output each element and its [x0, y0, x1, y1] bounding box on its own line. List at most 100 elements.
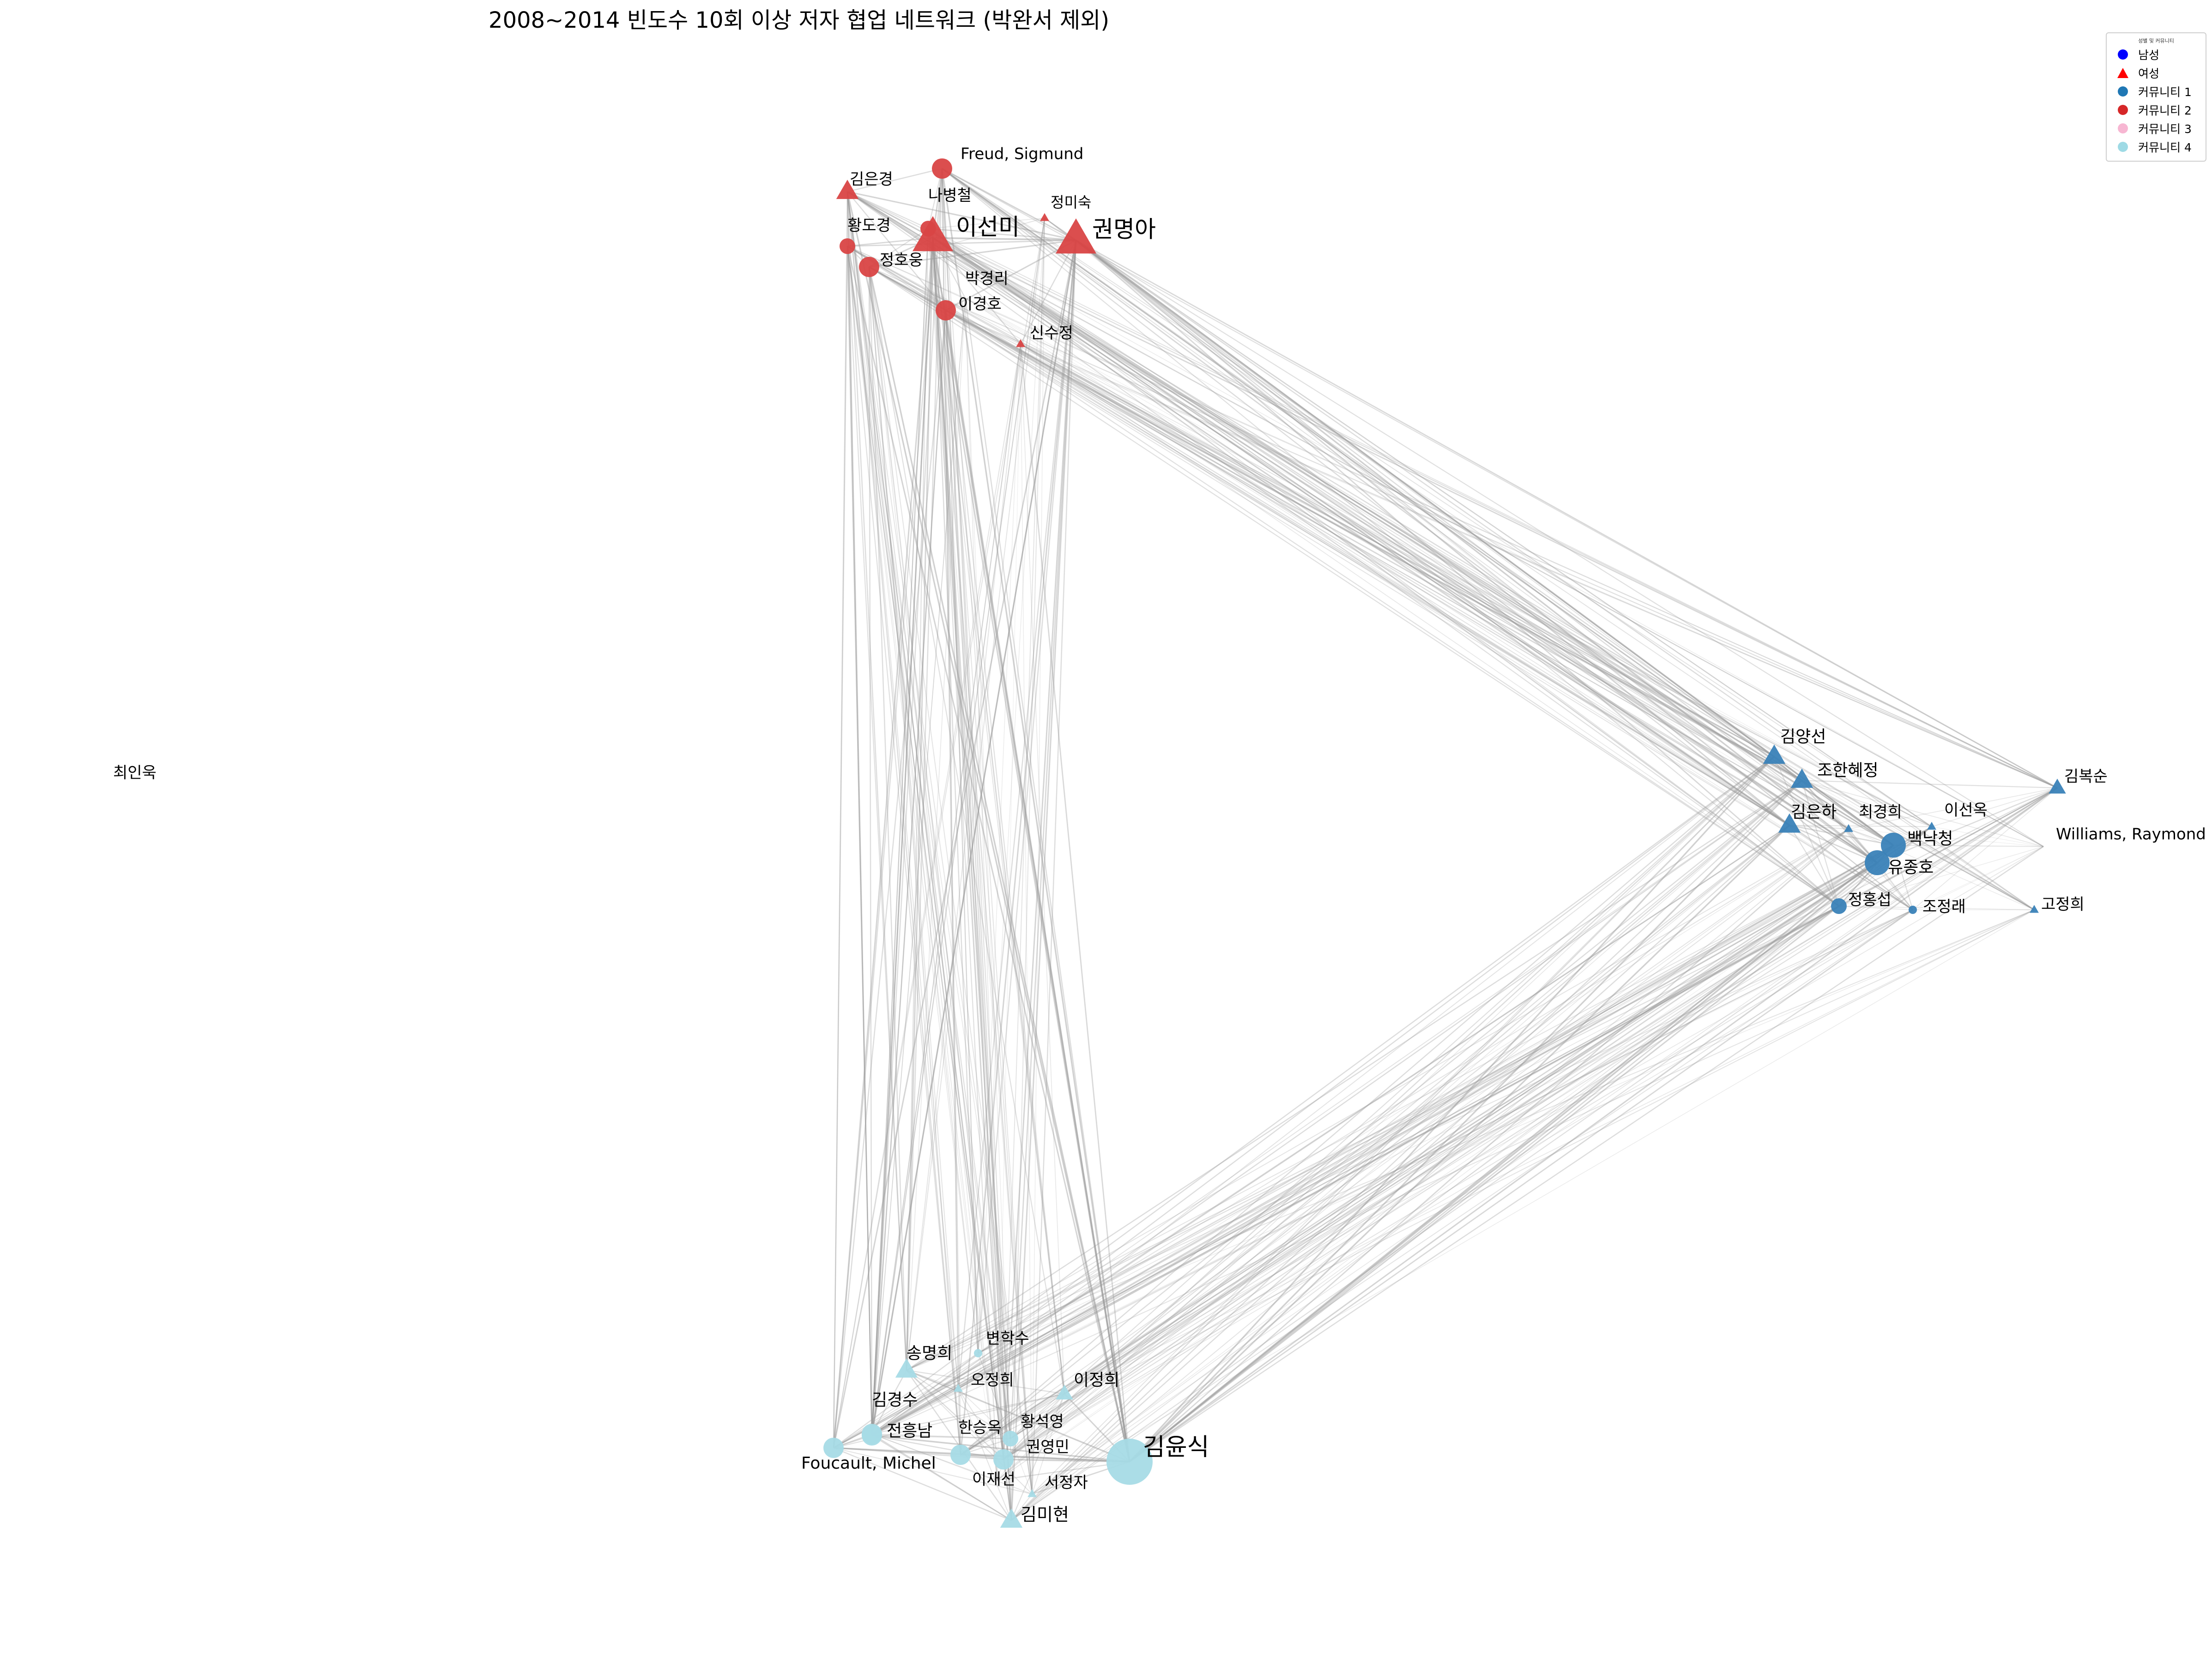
network-edge [869, 266, 1913, 910]
network-edge [932, 237, 1849, 830]
network-edge [960, 756, 1775, 1455]
network-edge [1032, 826, 1932, 1495]
network-edge [1064, 825, 1790, 1394]
network-edge [1003, 1393, 1065, 1460]
network-edge [1774, 756, 1894, 846]
network-edge [1129, 828, 1849, 1463]
network-edge [945, 310, 1012, 1521]
node-label: 한승옥 [958, 1419, 1002, 1437]
network-edge [1010, 756, 1775, 1439]
network-edge [906, 168, 943, 1371]
legend-entry-community-2: 커뮤니티 2 [2116, 102, 2192, 118]
network-edge [846, 191, 1004, 1460]
network-edge [868, 266, 1065, 1394]
network-edge [1129, 846, 2044, 1463]
node-label: 송명희 [907, 1344, 952, 1363]
network-edge [1003, 906, 1839, 1460]
network-edge [871, 310, 947, 1434]
network-edge [847, 191, 979, 1354]
network-edge [1044, 218, 1932, 827]
network-edge [960, 240, 1077, 1455]
network-edge [847, 246, 1775, 757]
network-edge [871, 168, 943, 1436]
network-edge [847, 246, 1802, 781]
network-edge [1031, 240, 1077, 1495]
network-edge [945, 309, 1790, 826]
network-edge [958, 906, 1839, 1389]
node-label: 정홍섭 [1848, 891, 1892, 909]
network-edge [1129, 844, 1894, 1463]
network-edge [945, 310, 1004, 1460]
network-edge [1129, 909, 1913, 1463]
network-edge [965, 297, 1849, 829]
network-edge [1789, 825, 1849, 829]
network-edge [847, 191, 2044, 847]
network-edge [1009, 240, 1077, 1439]
network-edge [942, 168, 2035, 910]
network-edge [871, 1434, 1012, 1521]
network-edge [1838, 906, 2035, 910]
network-edge [1129, 826, 1932, 1463]
network-edge [869, 266, 1839, 907]
network-edge [871, 1370, 907, 1434]
network-edge [869, 266, 1033, 1495]
network-edge [847, 191, 2035, 910]
network-edge [847, 246, 1033, 1495]
network-edge [1010, 787, 2058, 1439]
network-edge [960, 787, 2058, 1455]
network-edge [1129, 905, 1839, 1463]
network-edge [965, 297, 2058, 788]
legend-label: 커뮤니티 1 [2138, 85, 2192, 99]
legend-label: 여성 [2138, 67, 2160, 80]
network-edge [869, 239, 1076, 268]
network-edge [869, 266, 2058, 789]
node-marker [1881, 833, 1906, 858]
network-edge [1064, 780, 1802, 1394]
network-edge [869, 218, 1045, 267]
node-marker [1927, 822, 1936, 830]
network-edge [1801, 780, 1878, 863]
node-marker [2049, 778, 2066, 794]
legend-triangle-marker [2117, 68, 2128, 78]
node-marker [836, 180, 859, 199]
network-edge [928, 228, 1033, 1495]
network-edge [945, 239, 1076, 311]
network-edge [871, 228, 929, 1434]
network-edge [869, 266, 1849, 829]
network-edge [960, 780, 1802, 1455]
network-edge [1044, 218, 1802, 781]
network-edge [833, 787, 2058, 1448]
network-edge [1020, 344, 1878, 863]
network-edge [871, 1393, 1065, 1435]
network-edge [1003, 780, 1802, 1460]
network-edge [847, 246, 1913, 910]
node-marker [1056, 218, 1096, 254]
node-marker [1027, 1489, 1037, 1497]
network-edge [833, 1447, 1130, 1463]
network-edge [978, 845, 1894, 1354]
network-edge [871, 824, 1790, 1435]
network-edge [958, 826, 1932, 1389]
network-edge [869, 266, 1790, 826]
node-label: 권영민 [1026, 1438, 1070, 1457]
network-edge [1020, 344, 1839, 907]
node-label: Williams, Raymond [2056, 825, 2206, 844]
network-edge [942, 168, 1033, 1495]
network-edge [932, 237, 2044, 847]
node-label: 김복순 [2064, 768, 2108, 786]
network-edge [932, 237, 2058, 789]
network-edge [965, 297, 2035, 910]
network-edge [833, 168, 943, 1448]
network-edge [958, 787, 2058, 1389]
network-edge [833, 1353, 979, 1448]
network-edge [945, 310, 1021, 345]
legend-label: 커뮤니티 3 [2138, 122, 2192, 136]
node-marker [1831, 898, 1847, 914]
network-edge [906, 237, 934, 1371]
edge-layer [833, 168, 2058, 1521]
network-edge [869, 266, 1894, 846]
network-edge [945, 310, 1065, 1394]
network-edge [1801, 780, 1913, 910]
network-edge [1064, 787, 2058, 1394]
